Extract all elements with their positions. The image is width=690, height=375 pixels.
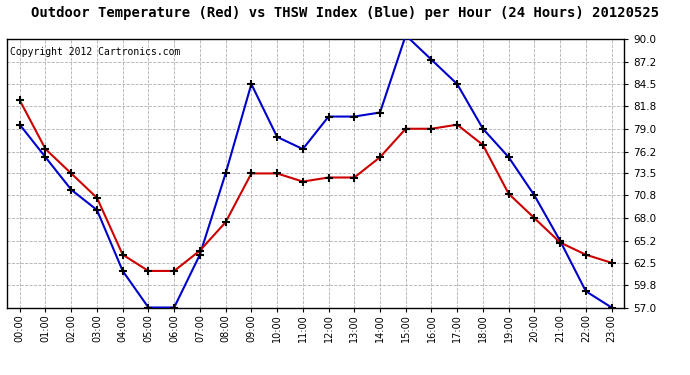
Text: Outdoor Temperature (Red) vs THSW Index (Blue) per Hour (24 Hours) 20120525: Outdoor Temperature (Red) vs THSW Index … [31, 6, 659, 20]
Text: Copyright 2012 Cartronics.com: Copyright 2012 Cartronics.com [10, 47, 180, 57]
